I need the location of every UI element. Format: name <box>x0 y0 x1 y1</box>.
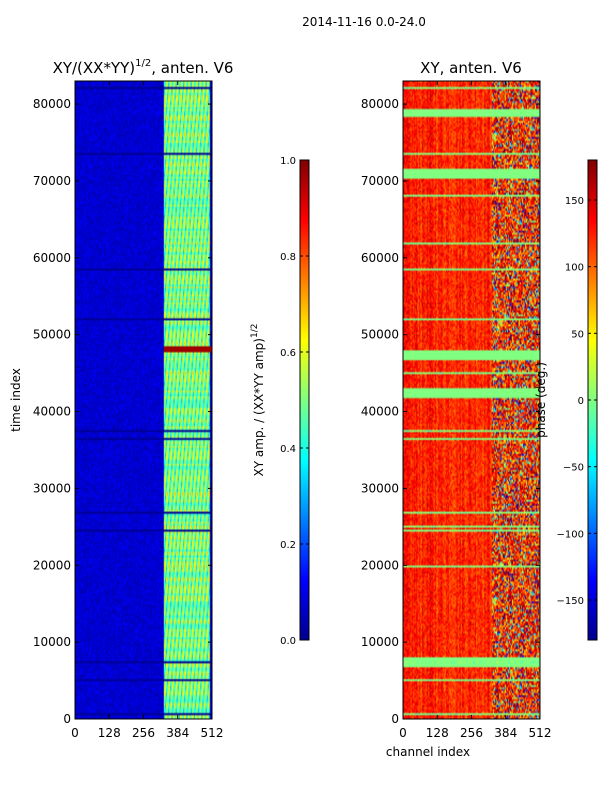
y-tick-label: 50000 <box>361 328 399 342</box>
amplitude-colorbar-gradient <box>299 159 310 641</box>
amplitude-x-axis: 0 128 256 384 512 <box>71 81 223 740</box>
y-tick-label: 30000 <box>361 481 399 495</box>
colorbar-tick-label: 1.0 <box>280 156 296 167</box>
x-tick-label: 256 <box>132 726 155 740</box>
y-tick-label: 40000 <box>361 405 399 419</box>
phase-x-axis: 0 128 256 384 512 <box>399 81 551 740</box>
y-tick-label: 0 <box>391 712 399 726</box>
y-tick-label: 80000 <box>361 97 399 111</box>
colorbar-tick-label: 100 <box>565 263 584 274</box>
x-tick-label: 0 <box>71 726 79 740</box>
channel-index-label: channel index <box>386 745 470 759</box>
y-tick-label: 10000 <box>361 635 399 649</box>
amplitude-panel-title: XY/(XX*YY)1/2, anten. V6 <box>53 58 234 77</box>
y-tick-label: 70000 <box>33 174 71 188</box>
colorbar-tick-label: 0.6 <box>280 348 296 359</box>
colorbar-tick-label: 0.2 <box>280 540 296 551</box>
phase-colorbar: −150 −100 −50 0 50 100 150 phase (deg.) <box>534 159 598 641</box>
x-tick-label: 384 <box>166 726 189 740</box>
phase-colorbar-ticks: −150 −100 −50 0 50 100 150 <box>557 196 597 607</box>
y-tick-label: 20000 <box>361 558 399 572</box>
x-tick-label: 384 <box>494 726 517 740</box>
colorbar-tick-label: 0 <box>578 396 584 407</box>
colorbar-tick-label: −150 <box>557 596 584 607</box>
x-tick-label: 512 <box>529 726 552 740</box>
time-index-label: time index <box>9 368 23 432</box>
x-tick-label: 128 <box>426 726 449 740</box>
phase-panel-title: XY, anten. V6 <box>420 59 522 77</box>
phase-y-axis: 0 10000 20000 30000 40000 50000 60000 70000 8000… <box>361 97 540 726</box>
colorbar-tick-label: 0.8 <box>280 252 296 263</box>
y-tick-label: 10000 <box>33 635 71 649</box>
figure-title: 2014-11-16 0.0-24.0 <box>302 15 426 29</box>
y-tick-label: 60000 <box>33 251 71 265</box>
y-tick-label: 40000 <box>33 405 71 419</box>
y-tick-label: 20000 <box>33 558 71 572</box>
x-tick-label: 0 <box>399 726 407 740</box>
colorbar-tick-label: 150 <box>565 196 584 207</box>
y-tick-label: 70000 <box>361 174 399 188</box>
colorbar-tick-label: 0.0 <box>280 636 296 647</box>
x-tick-label: 128 <box>98 726 121 740</box>
y-tick-label: 0 <box>63 712 71 726</box>
y-tick-label: 30000 <box>33 481 71 495</box>
amplitude-colorbar-ticks: 0.0 0.2 0.4 0.6 0.8 1.0 <box>280 156 309 647</box>
amplitude-heatmap <box>75 81 212 719</box>
colorbar-tick-label: 0.4 <box>280 444 296 455</box>
amplitude-y-axis: 0 10000 20000 30000 40000 50000 60000 70000 8000… <box>33 97 212 726</box>
amplitude-colorbar-label: XY amp. / (XX*YY amp)1/2 <box>250 324 266 477</box>
phase-colorbar-label: phase (deg.) <box>534 362 548 438</box>
x-tick-label: 512 <box>201 726 224 740</box>
phase-heatmap <box>403 81 540 719</box>
y-tick-label: 50000 <box>33 328 71 342</box>
colorbar-tick-label: −50 <box>563 463 584 474</box>
colorbar-tick-label: −100 <box>557 529 584 540</box>
colorbar-tick-label: 50 <box>571 329 584 340</box>
phase-panel: XY, anten. V6 0 128 256 384 512 0 10000 20000 3… <box>361 59 552 740</box>
amplitude-panel: XY/(XX*YY)1/2, anten. V6 0 128 256 384 512 0… <box>33 58 234 740</box>
y-tick-label: 60000 <box>361 251 399 265</box>
x-tick-label: 256 <box>460 726 483 740</box>
amplitude-colorbar: 0.0 0.2 0.4 0.6 0.8 1.0 XY amp. / (XX*YY amp)… <box>250 156 310 647</box>
y-tick-label: 80000 <box>33 97 71 111</box>
